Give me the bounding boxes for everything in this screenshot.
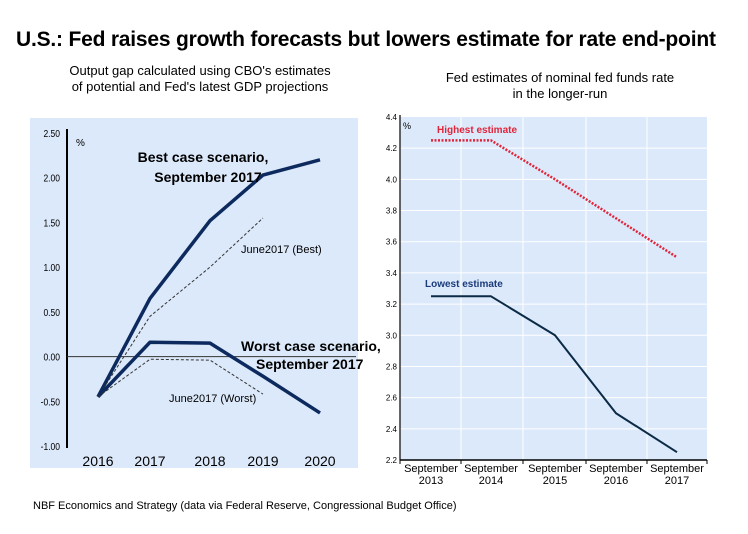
left-x-tick-label: 2018	[194, 453, 225, 469]
right-y-tick-label: 2.4	[386, 425, 398, 434]
right-x-tick-label: 2014	[479, 475, 503, 487]
left-y-tick-label: 2.50	[43, 128, 60, 139]
right-x-tick-label: 2017	[665, 475, 689, 487]
worst-case-label: September 2017	[256, 356, 364, 372]
left-x-tick-label: 2017	[134, 453, 165, 469]
left-y-tick-label: 0.50	[43, 307, 60, 318]
right-x-tick-label: September	[589, 463, 643, 475]
right-y-tick-label: 3.0	[386, 331, 398, 340]
left-series-line-1	[97, 217, 264, 398]
source-note: NBF Economics and Strategy (data via Fed…	[33, 500, 457, 512]
left-y-tick-label: -0.50	[41, 397, 60, 408]
right-chart-title-line: Fed estimates of nominal fed funds rate	[445, 70, 675, 85]
left-series-line-3	[97, 358, 264, 398]
right-x-tick-label: September	[464, 463, 518, 475]
worst-case-label: Worst case scenario,	[241, 338, 381, 354]
left-y-tick-label: 1.50	[43, 218, 60, 229]
right-y-tick-label: 3.6	[386, 238, 398, 247]
left-x-tick-label: 2019	[247, 453, 278, 469]
right-x-tick-label: September	[650, 463, 704, 475]
right-x-tick-label: 2016	[604, 475, 628, 487]
left-series-line-2	[96, 340, 321, 415]
right-x-tick-label: September	[404, 463, 458, 475]
right-y-tick-label: 2.2	[386, 456, 398, 465]
right-y-tick-label: 3.4	[386, 269, 398, 278]
right-series-line-1	[431, 295, 678, 454]
right-y-tick-label: 4.4	[386, 113, 398, 122]
left-y-tick-label: -1.00	[41, 441, 60, 452]
right-series-line-0	[431, 139, 678, 259]
right-x-tick-label: September	[528, 463, 582, 475]
left-y-tick-label: 1.00	[43, 263, 60, 274]
left-y-tick-label: 0.00	[43, 352, 60, 363]
right-y-tick-label: 4.2	[386, 144, 398, 153]
right-y-tick-label: 3.2	[386, 300, 398, 309]
left-chart-title-line: of potential and Fed's latest GDP projec…	[71, 79, 329, 94]
right-y-tick-label: 2.8	[386, 362, 398, 371]
left-chart-title-line: Output gap calculated using CBO's estima…	[69, 63, 331, 78]
right-chart-title-line: in the longer-run	[512, 86, 608, 101]
left-chart-title: Output gap calculated using CBO's estima…	[40, 63, 360, 95]
left-y-tick-label: 2.00	[43, 173, 60, 184]
left-x-tick-label: 2016	[82, 453, 113, 469]
june-worst-label: June2017 (Worst)	[169, 393, 256, 405]
right-x-tick-label: 2015	[543, 475, 567, 487]
right-x-tick-label: 2013	[419, 475, 443, 487]
june-best-label: June2017 (Best)	[241, 244, 322, 256]
page-title: U.S.: Fed raises growth forecasts but lo…	[16, 28, 716, 51]
right-y-unit-label: %	[403, 121, 411, 131]
best-case-label: Best case scenario,	[138, 149, 269, 165]
right-chart-title: Fed estimates of nominal fed funds rate …	[400, 70, 720, 102]
left-series-line-0	[96, 158, 321, 398]
right-chart-panel	[400, 117, 707, 460]
lowest-estimate-label: Lowest estimate	[425, 279, 503, 290]
left-x-tick-label: 2020	[304, 453, 335, 469]
right-y-tick-label: 2.6	[386, 394, 398, 403]
right-y-tick-label: 4.0	[386, 175, 398, 184]
highest-estimate-label: Highest estimate	[437, 125, 517, 136]
right-y-tick-label: 3.8	[386, 207, 398, 216]
left-chart-panel	[30, 118, 358, 468]
left-y-unit-label: %	[76, 138, 85, 149]
best-case-label: September 2017	[154, 169, 262, 185]
